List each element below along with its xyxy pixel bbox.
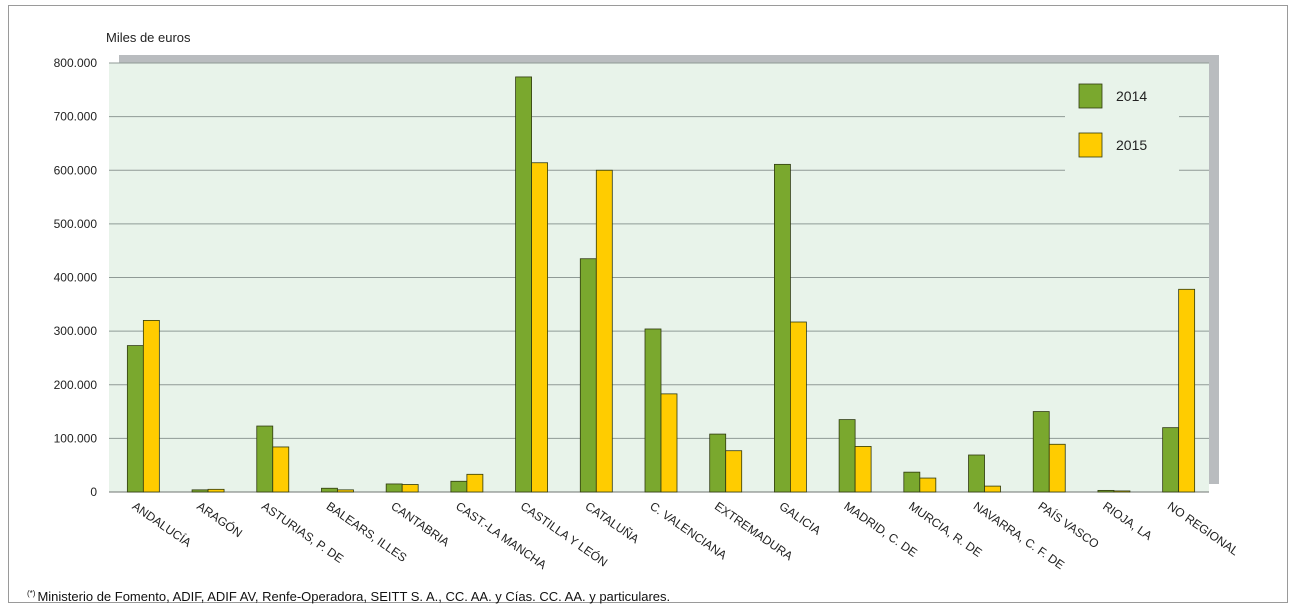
bar-2015 <box>595 169 613 493</box>
legend-swatch-2014 <box>1078 83 1103 109</box>
bar-2015 <box>1113 490 1131 493</box>
bar-chart: 0 100.000 200.000 300.000 400.000 500.000 600.… <box>54 30 1242 572</box>
bar-2014 <box>644 328 662 493</box>
bar-2015 <box>919 477 937 493</box>
x-tick-label: RIOJA, LA <box>1100 499 1154 543</box>
bar-2015 <box>854 446 872 493</box>
bar-2014 <box>321 487 338 493</box>
bar-2014 <box>709 433 727 493</box>
x-tick-label: CANTABRIA <box>388 499 452 549</box>
bar-2014 <box>256 425 274 493</box>
x-tick-label: CATALUÑA <box>583 499 642 546</box>
y-tick-label: 100.000 <box>54 431 98 445</box>
y-tick-label: 600.000 <box>54 163 98 177</box>
y-tick-label: 200.000 <box>54 378 98 392</box>
y-tick-label: 700.000 <box>54 110 98 124</box>
bar-2015 <box>984 485 1001 493</box>
x-tick-label: NO REGIONAL <box>1165 499 1242 558</box>
x-tick-label: ANDALUCÍA <box>130 498 195 550</box>
x-tick-label: GALICIA <box>777 499 824 538</box>
bar-2014 <box>1162 427 1180 493</box>
bars <box>126 76 1196 493</box>
bar-2014 <box>968 454 985 493</box>
footnote-text: Ministerio de Fomento, ADIF, ADIF AV, Re… <box>37 589 671 604</box>
x-tick-label: PAÍS VASCO <box>1036 498 1103 551</box>
y-axis: 0 100.000 200.000 300.000 400.000 500.000 600.… <box>54 56 1209 499</box>
y-tick-label: 800.000 <box>54 56 98 70</box>
y-tick-label: 0 <box>90 485 97 499</box>
y-axis-unit-label: Miles de euros <box>106 30 191 45</box>
bar-2014 <box>774 163 791 493</box>
y-tick-label: 300.000 <box>54 324 98 338</box>
bar-2015 <box>1048 443 1066 493</box>
x-tick-label: ARAGÓN <box>194 498 245 540</box>
bar-2015 <box>207 488 225 493</box>
bar-2015 <box>725 450 743 493</box>
bar-2014 <box>1032 411 1050 493</box>
bar-2015 <box>1178 288 1196 493</box>
bar-2014 <box>579 258 597 493</box>
bar-2015 <box>142 319 160 493</box>
legend-label-2015: 2015 <box>1116 137 1147 153</box>
bar-2015 <box>272 446 290 493</box>
bar-2014 <box>450 480 468 493</box>
footnote-marker: (*) <box>27 589 36 598</box>
bar-2014 <box>903 471 921 493</box>
y-tick-label: 400.000 <box>54 271 98 285</box>
bar-2015 <box>337 489 354 493</box>
chart-frame: 0 100.000 200.000 300.000 400.000 500.000 600.… <box>8 5 1288 604</box>
bar-2015 <box>660 393 678 493</box>
bar-2015 <box>466 473 484 493</box>
bar-2015 <box>790 321 807 493</box>
legend-swatch-2015 <box>1078 132 1103 158</box>
bar-2014 <box>515 76 532 493</box>
footnote: (*) Ministerio de Fomento, ADIF, ADIF AV,… <box>27 589 670 604</box>
bar-2014 <box>191 489 209 493</box>
bar-2015 <box>531 162 548 493</box>
bar-2014 <box>838 419 856 493</box>
bar-2014 <box>1097 489 1115 493</box>
legend-label-2014: 2014 <box>1116 88 1147 104</box>
bar-2014 <box>385 483 403 493</box>
y-tick-label: 500.000 <box>54 217 98 231</box>
legend: 2014 2015 <box>1065 70 1179 174</box>
bar-2014 <box>126 345 144 493</box>
bar-2015 <box>401 484 419 493</box>
